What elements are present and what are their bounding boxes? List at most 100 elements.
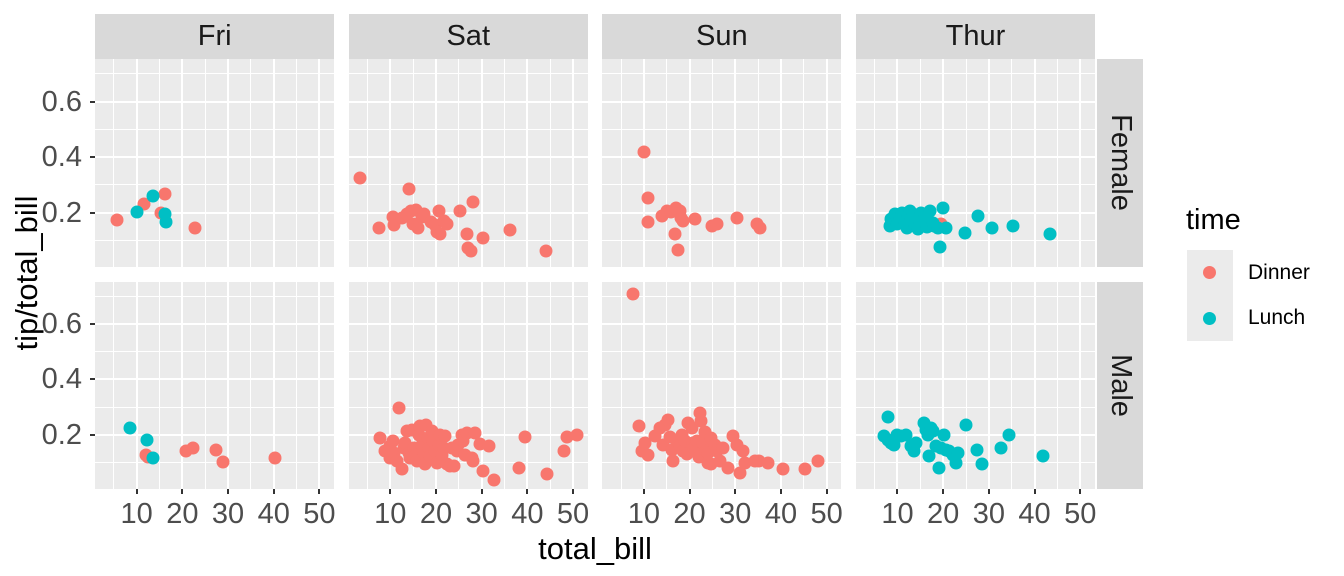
x-tick-label: 50 [1064, 498, 1097, 530]
gridline-major-v [734, 58, 737, 267]
data-point [268, 451, 282, 465]
data-point [985, 221, 999, 235]
legend-label-dinner: Dinner [1248, 260, 1310, 284]
facet-panel-fri-female [95, 58, 335, 267]
data-point [468, 426, 482, 440]
data-point [716, 441, 730, 455]
data-point [402, 182, 416, 196]
data-point [641, 448, 655, 462]
gridline-minor-h [348, 351, 588, 353]
gridline-minor-h [95, 351, 335, 353]
x-tick-mark [434, 488, 437, 494]
gridline-major-v [688, 58, 691, 267]
gridline-minor-h [348, 240, 588, 242]
gridline-minor-h [348, 184, 588, 186]
y-tick-mark [89, 433, 95, 436]
facet-panel-thur-male [855, 281, 1096, 489]
gridline-minor-v [1011, 281, 1013, 489]
x-tick-mark [227, 488, 230, 494]
gridline-major-h [602, 433, 842, 436]
gridline-minor-v [620, 58, 622, 267]
data-point [216, 455, 230, 469]
facet-panel-thur-female [855, 58, 1096, 267]
data-point [159, 215, 173, 229]
gridline-minor-v [204, 58, 206, 267]
data-point [392, 401, 406, 415]
data-point [570, 428, 584, 442]
gridline-major-v [434, 281, 437, 489]
gridline-major-h [602, 100, 842, 103]
gridline-major-v [318, 281, 321, 489]
data-point [395, 462, 409, 476]
gridline-major-v [389, 58, 392, 267]
data-point [518, 430, 532, 444]
data-point [146, 451, 160, 465]
data-point [1036, 449, 1050, 463]
gridline-minor-v [919, 281, 921, 489]
gridline-minor-h [602, 73, 842, 75]
gridline-major-v [1033, 58, 1036, 267]
x-tick-mark [1079, 488, 1082, 494]
x-tick-mark [1033, 488, 1036, 494]
data-point [761, 456, 775, 470]
gridline-minor-v [113, 58, 115, 267]
data-point [353, 171, 367, 185]
data-point [372, 221, 386, 235]
x-tick-label: 30 [211, 498, 245, 530]
x-tick-label: 50 [303, 498, 336, 530]
data-point [975, 457, 989, 471]
gridline-minor-v [666, 281, 668, 489]
facet-strip-sun: Sun [602, 14, 842, 59]
gridline-minor-v [458, 281, 460, 489]
data-point [923, 204, 937, 218]
y-tick-label: 0.4 [41, 141, 82, 174]
gridline-minor-v [366, 58, 368, 267]
data-point [146, 189, 160, 203]
gridline-minor-v [549, 58, 551, 267]
data-point [209, 443, 223, 457]
gridline-major-v [572, 58, 575, 267]
x-tick-mark [181, 488, 184, 494]
data-point [721, 461, 735, 475]
gridline-minor-v [711, 58, 713, 267]
gridline-major-h [348, 156, 588, 159]
y-tick-mark [89, 323, 95, 326]
facet-strip-fri: Fri [95, 14, 335, 59]
gridline-major-h [348, 100, 588, 103]
gridline-minor-h [95, 240, 335, 242]
data-point [373, 431, 387, 445]
gridline-major-v [135, 281, 138, 489]
gridline-minor-v [412, 281, 414, 489]
data-point [922, 449, 936, 463]
x-tick-label: 10 [120, 498, 153, 530]
data-point [460, 227, 474, 241]
data-point [487, 473, 501, 487]
data-point [626, 287, 640, 301]
data-point [186, 441, 200, 455]
x-axis-title: total_bill [538, 531, 652, 566]
legend-key-dinner [1187, 250, 1233, 296]
y-tick-label: 0.6 [41, 308, 82, 341]
data-point [811, 454, 825, 468]
y-tick-label: 0.4 [41, 363, 82, 396]
gridline-minor-h [95, 73, 335, 75]
x-tick-label: 50 [556, 498, 590, 530]
facet-strip-sat: Sat [348, 14, 588, 59]
legend-point-dinner [1203, 266, 1217, 280]
gridline-major-v [825, 58, 828, 267]
data-point [951, 446, 965, 460]
gridline-minor-v [366, 281, 368, 489]
gridline-minor-h [95, 184, 335, 186]
x-tick-label: 10 [374, 498, 407, 530]
gridline-minor-v [549, 281, 551, 489]
data-point [881, 410, 895, 424]
gridline-minor-h [348, 406, 588, 408]
gridline-major-v [434, 58, 437, 267]
data-point [936, 201, 950, 215]
gridline-minor-v [919, 58, 921, 267]
gridline-minor-h [855, 184, 1096, 186]
gridline-major-v [480, 58, 483, 267]
data-point [733, 466, 747, 480]
gridline-minor-v [620, 281, 622, 489]
